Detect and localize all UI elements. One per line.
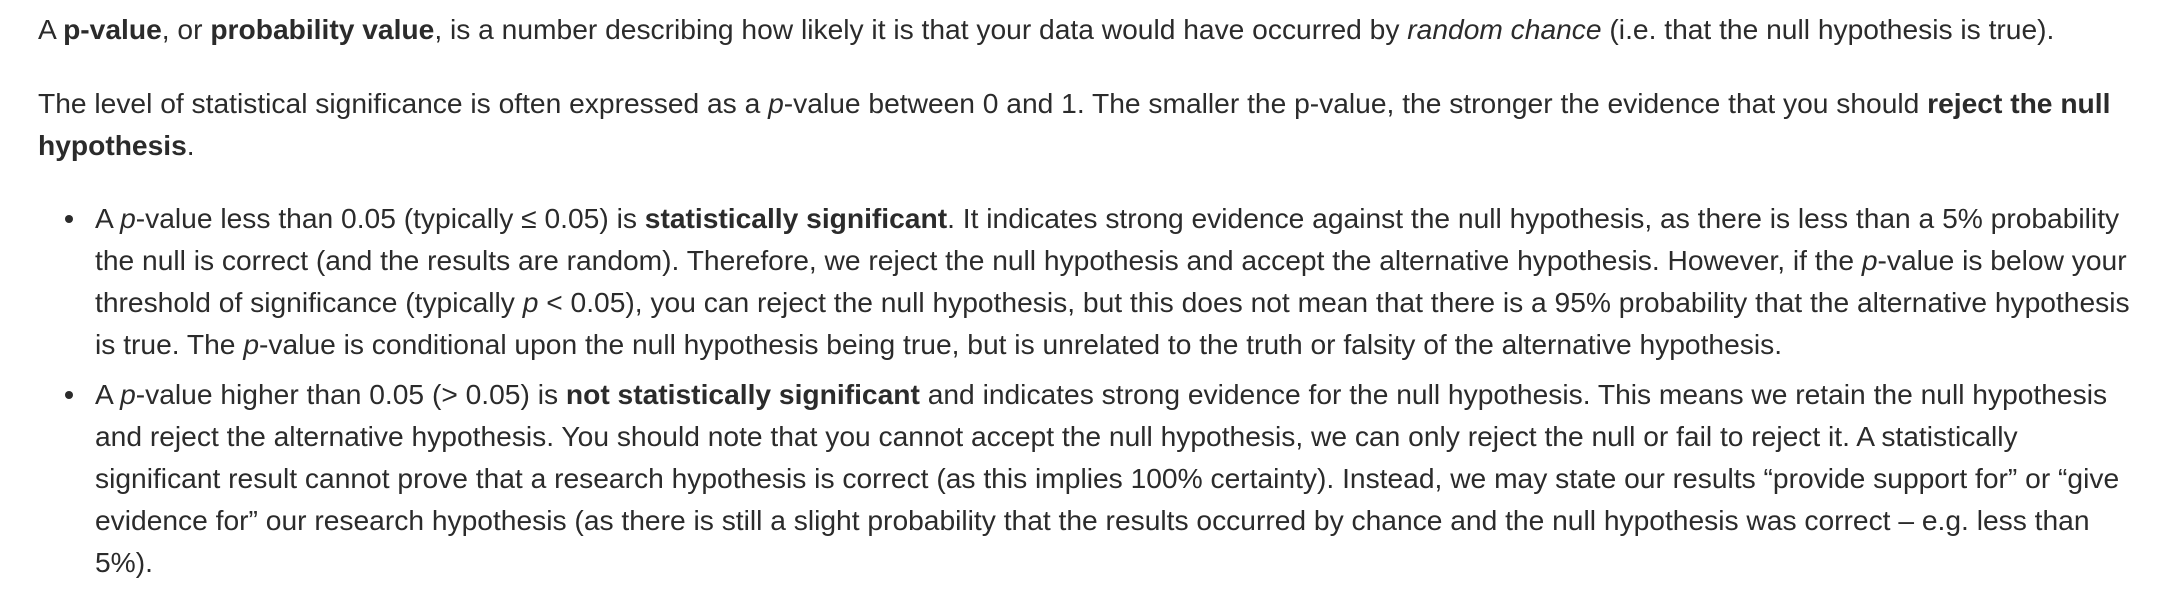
italic-p: p xyxy=(1861,244,1878,276)
text: and indicates strong evidence for the nu… xyxy=(95,378,2120,578)
italic-p: p xyxy=(768,87,784,119)
text: A xyxy=(95,202,121,234)
term-reject-null: reject the null hypothesis xyxy=(38,87,2111,161)
text: The level of statistical significance is… xyxy=(38,87,769,119)
bullet-list: A p-value less than 0.05 (typically ≤ 0.… xyxy=(38,197,2136,583)
text: -value less than 0.05 (typically ≤ 0.05)… xyxy=(135,202,645,234)
text: < 0.05), you can reject the null hypothe… xyxy=(95,286,2130,360)
bullet-icon xyxy=(65,215,73,223)
term-not-statistically-significant: not statistically significant xyxy=(565,378,920,410)
italic-p: p xyxy=(120,202,136,234)
term-probability-value: probability value xyxy=(210,13,435,45)
text: (i.e. that the null hypothesis is true). xyxy=(1601,13,2055,45)
italic-p: p xyxy=(522,286,539,318)
text: A xyxy=(38,13,64,45)
text: -value higher than 0.05 (> 0.05) is xyxy=(135,378,566,410)
list-item: A p-value higher than 0.05 (> 0.05) is n… xyxy=(65,373,2136,583)
text: . It indicates strong evidence against t… xyxy=(95,202,2120,276)
significance-paragraph: The level of statistical significance is… xyxy=(38,82,2136,166)
italic-p: p xyxy=(243,328,260,360)
intro-paragraph: A p-value, or probability value, is a nu… xyxy=(38,8,2136,50)
bullet-icon xyxy=(65,391,73,399)
text: A xyxy=(95,378,121,410)
emphasis-random-chance: random chance xyxy=(1407,13,1602,45)
italic-p: p xyxy=(120,378,136,410)
text: -value between 0 and 1. The smaller the … xyxy=(783,87,1928,119)
term-statistically-significant: statistically significant xyxy=(644,202,948,234)
term-p-value: p-value xyxy=(63,13,162,45)
text: -value is conditional upon the null hypo… xyxy=(259,328,1783,360)
text: , or xyxy=(161,13,211,45)
text: . xyxy=(186,129,195,161)
text: , is a number describing how likely it i… xyxy=(434,13,1408,45)
text: -value is below your threshold of signif… xyxy=(95,244,2127,318)
list-item: A p-value less than 0.05 (typically ≤ 0.… xyxy=(65,197,2136,365)
